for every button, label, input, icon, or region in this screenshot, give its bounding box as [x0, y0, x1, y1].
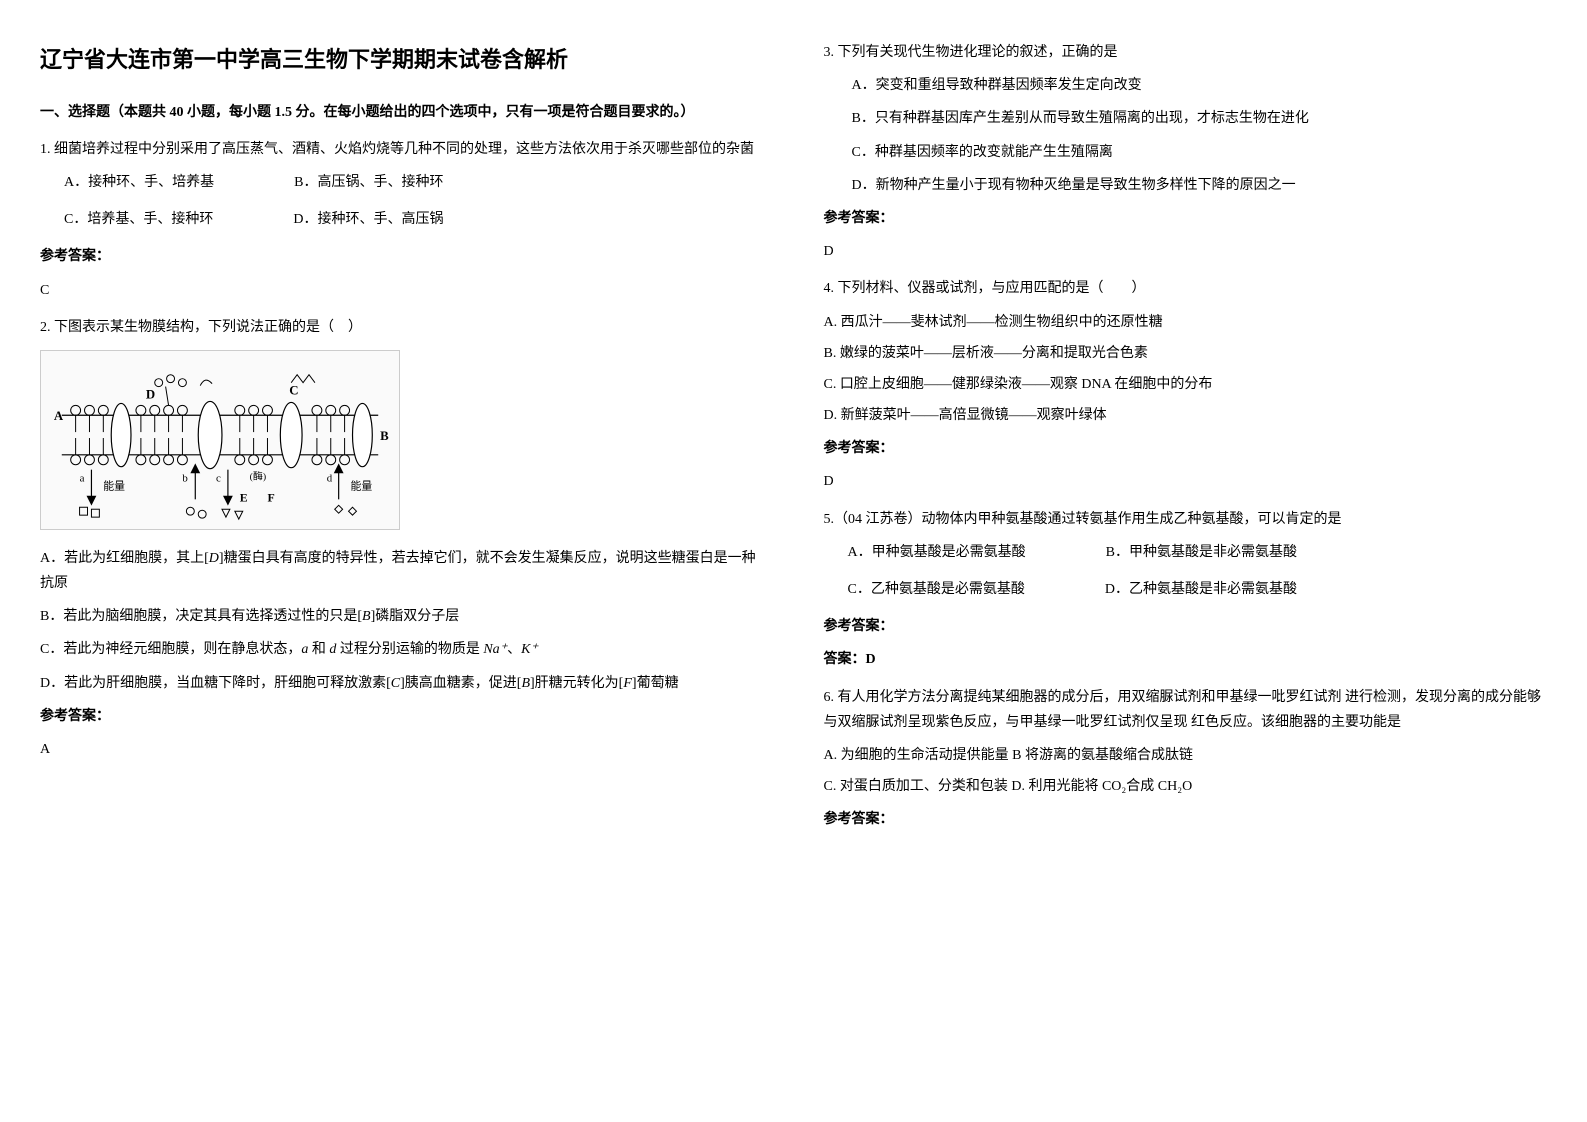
question-4: 4. 下列材料、仪器或试剂，与应用匹配的是（ ） A. 西瓜汁——斐林试剂——检… [824, 276, 1548, 494]
q2-answer-label: 参考答案： [40, 704, 764, 729]
q6-answer-label: 参考答案： [824, 807, 1548, 832]
q6-opt-b: B 将游离的氨基酸缩合成肽链 [1012, 748, 1193, 763]
q2-opt-b-pre: B．若此为脑细胞膜，决定其具有选择透过性的只是[ [40, 609, 362, 624]
q3-opt-c: C．种群基因频率的改变就能产生生殖隔离 [852, 140, 1548, 165]
label-A: A [54, 409, 64, 423]
right-column: 3. 下列有关现代生物进化理论的叙述，正确的是 A．突变和重组导致种群基因频率发… [824, 40, 1548, 845]
q6-opt-d: D. 利用光能将 CO₂合成 CH₂O [1011, 779, 1192, 794]
label-F: F [267, 490, 274, 504]
q2-opt-d-var2: B [521, 676, 530, 691]
label-b: b [182, 472, 188, 484]
q2-opt-c-mid2: 过程分别运输的物质是 [336, 642, 483, 657]
question-5: 5.（04 江苏卷）动物体内甲种氨基酸通过转氨基作用生成乙种氨基酸，可以肯定的是… [824, 507, 1548, 673]
q2-opt-d-mid2: ]肝糖元转化为[ [530, 676, 623, 691]
question-2: 2. 下图表示某生物膜结构，下列说法正确的是（ ） [40, 315, 764, 763]
q1-answer: C [40, 278, 764, 303]
q5-opt-c: C．乙种氨基酸是必需氨基酸 [848, 577, 1025, 602]
q1-options: A．接种环、手、培养基 B．高压锅、手、接种环 C．培养基、手、接种环 D．接种… [64, 170, 764, 232]
q1-opt-d: D．接种环、手、高压锅 [293, 207, 443, 232]
question-6: 6. 有人用化学方法分离提纯某细胞器的成分后，用双缩脲试剂和甲基绿一吡罗红试剂 … [824, 685, 1548, 833]
q2-opt-a: A．若此为红细胞膜，其上[D]糖蛋白具有高度的特异性，若去掉它们，就不会发生凝集… [40, 546, 764, 596]
label-energy1: 能量 [103, 478, 125, 492]
q3-opt-a: A．突变和重组导致种群基因频率发生定向改变 [852, 73, 1548, 98]
q2-opt-b-var: B [362, 609, 371, 624]
q2-opt-a-var: D [209, 551, 219, 566]
q1-opt-a: A．接种环、手、培养基 [64, 170, 214, 195]
q6-text: 6. 有人用化学方法分离提纯某细胞器的成分后，用双缩脲试剂和甲基绿一吡罗红试剂 … [824, 685, 1548, 735]
q1-opt-b: B．高压锅、手、接种环 [294, 170, 443, 195]
q2-opt-b: B．若此为脑细胞膜，决定其具有选择透过性的只是[B]磷脂双分子层 [40, 604, 764, 629]
q4-opt-d: D. 新鲜菠菜叶——高倍显微镜——观察叶绿体 [824, 403, 1548, 428]
q2-opt-c: C．若此为神经元细胞膜，则在静息状态，a 和 d 过程分别运输的物质是 Na⁺、… [40, 637, 764, 662]
q2-opt-c-pre: C．若此为神经元细胞膜，则在静息状态， [40, 642, 301, 657]
label-E: E [240, 490, 248, 504]
section-1-header: 一、选择题（本题共 40 小题，每小题 1.5 分。在每小题给出的四个选项中，只… [40, 100, 764, 125]
q2-text: 2. 下图表示某生物膜结构，下列说法正确的是（ ） [40, 315, 764, 340]
label-B: B [380, 429, 389, 443]
q2-opt-c-var3: Na⁺ [483, 642, 507, 657]
q2-answer: A [40, 737, 764, 762]
q3-answer: D [824, 239, 1548, 264]
q2-opt-c-mid: 和 [308, 642, 329, 657]
q5-answer: 答案：D [824, 647, 1548, 672]
q5-text: 5.（04 江苏卷）动物体内甲种氨基酸通过转氨基作用生成乙种氨基酸，可以肯定的是 [824, 507, 1548, 532]
left-column: 辽宁省大连市第一中学高三生物下学期期末试卷含解析 一、选择题（本题共 40 小题… [40, 40, 764, 845]
q4-opt-b: B. 嫩绿的菠菜叶——层析液——分离和提取光合色素 [824, 341, 1548, 366]
q2-opt-c-var4: K⁺ [521, 642, 538, 657]
q4-answer-label: 参考答案： [824, 436, 1548, 461]
q4-opt-c: C. 口腔上皮细胞——健那绿染液——观察 DNA 在细胞中的分布 [824, 372, 1548, 397]
q6-opts-ab: A. 为细胞的生命活动提供能量 B 将游离的氨基酸缩合成肽链 [824, 743, 1548, 768]
q5-opt-d: D．乙种氨基酸是非必需氨基酸 [1105, 577, 1297, 602]
q3-opt-d: D．新物种产生量小于现有物种灭绝量是导致生物多样性下降的原因之一 [852, 173, 1548, 198]
label-energy2: 能量 [351, 478, 373, 492]
q6-opt-a: A. 为细胞的生命活动提供能量 [824, 748, 1009, 763]
label-a: a [80, 472, 85, 484]
q2-opt-b-post: ]磷脂双分子层 [371, 609, 460, 624]
q5-answer-label: 参考答案： [824, 614, 1548, 639]
label-c: c [216, 472, 221, 484]
question-1: 1. 细菌培养过程中分别采用了高压蒸气、酒精、火焰灼烧等几种不同的处理，这些方法… [40, 137, 764, 303]
q1-opt-c: C．培养基、手、接种环 [64, 207, 213, 232]
label-D: D [146, 387, 155, 401]
q1-answer-label: 参考答案： [40, 244, 764, 269]
q3-answer-label: 参考答案： [824, 206, 1548, 231]
membrane-svg: A B C D E F a b c d 能量 能量 (酶) [41, 351, 399, 529]
q3-opt-b: B．只有种群基因库产生差别从而导致生殖隔离的出现，才标志生物在进化 [852, 106, 1548, 131]
q4-answer: D [824, 469, 1548, 494]
question-3: 3. 下列有关现代生物进化理论的叙述，正确的是 A．突变和重组导致种群基因频率发… [824, 40, 1548, 264]
q3-text: 3. 下列有关现代生物进化理论的叙述，正确的是 [824, 40, 1548, 65]
document-title: 辽宁省大连市第一中学高三生物下学期期末试卷含解析 [40, 40, 764, 80]
q6-opt-c: C. 对蛋白质加工、分类和包装 [824, 779, 1008, 794]
q4-opt-a: A. 西瓜汁——斐林试剂——检测生物组织中的还原性糖 [824, 310, 1548, 335]
q5-answer-val: D [866, 652, 876, 667]
q4-text: 4. 下列材料、仪器或试剂，与应用匹配的是（ ） [824, 276, 1548, 301]
q2-opt-d-mid1: ]胰高血糖素，促进[ [400, 676, 521, 691]
q2-opt-c-mid3: 、 [507, 642, 521, 657]
q2-opt-d-var1: C [391, 676, 400, 691]
q6-opts-cd: C. 对蛋白质加工、分类和包装 D. 利用光能将 CO₂合成 CH₂O [824, 774, 1548, 799]
q2-opt-d: D．若此为肝细胞膜，当血糖下降时，肝细胞可释放激素[C]胰高血糖素，促进[B]肝… [40, 671, 764, 696]
q2-opt-d-post: ]葡萄糖 [632, 676, 679, 691]
label-d: d [327, 472, 333, 484]
page-container: 辽宁省大连市第一中学高三生物下学期期末试卷含解析 一、选择题（本题共 40 小题… [40, 40, 1547, 845]
q5-opt-b: B．甲种氨基酸是非必需氨基酸 [1106, 540, 1297, 565]
q2-opt-a-pre: A．若此为红细胞膜，其上[ [40, 551, 209, 566]
membrane-diagram: A B C D E F a b c d 能量 能量 (酶) [40, 350, 400, 530]
q5-options: A．甲种氨基酸是必需氨基酸 B．甲种氨基酸是非必需氨基酸 C．乙种氨基酸是必需氨… [848, 540, 1548, 602]
label-C: C [289, 383, 298, 397]
q2-opt-d-pre: D．若此为肝细胞膜，当血糖下降时，肝细胞可释放激素[ [40, 676, 391, 691]
q5-opt-a: A．甲种氨基酸是必需氨基酸 [848, 540, 1026, 565]
q1-text: 1. 细菌培养过程中分别采用了高压蒸气、酒精、火焰灼烧等几种不同的处理，这些方法… [40, 137, 764, 162]
label-enzyme: (酶) [250, 469, 266, 482]
q5-answer-prefix: 答案： [824, 652, 866, 667]
q2-opt-d-var3: F [623, 676, 632, 691]
